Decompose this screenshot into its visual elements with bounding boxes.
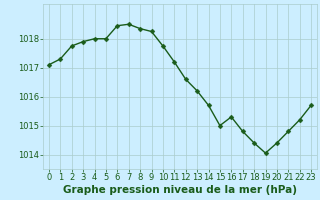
X-axis label: Graphe pression niveau de la mer (hPa): Graphe pression niveau de la mer (hPa) xyxy=(63,185,297,195)
